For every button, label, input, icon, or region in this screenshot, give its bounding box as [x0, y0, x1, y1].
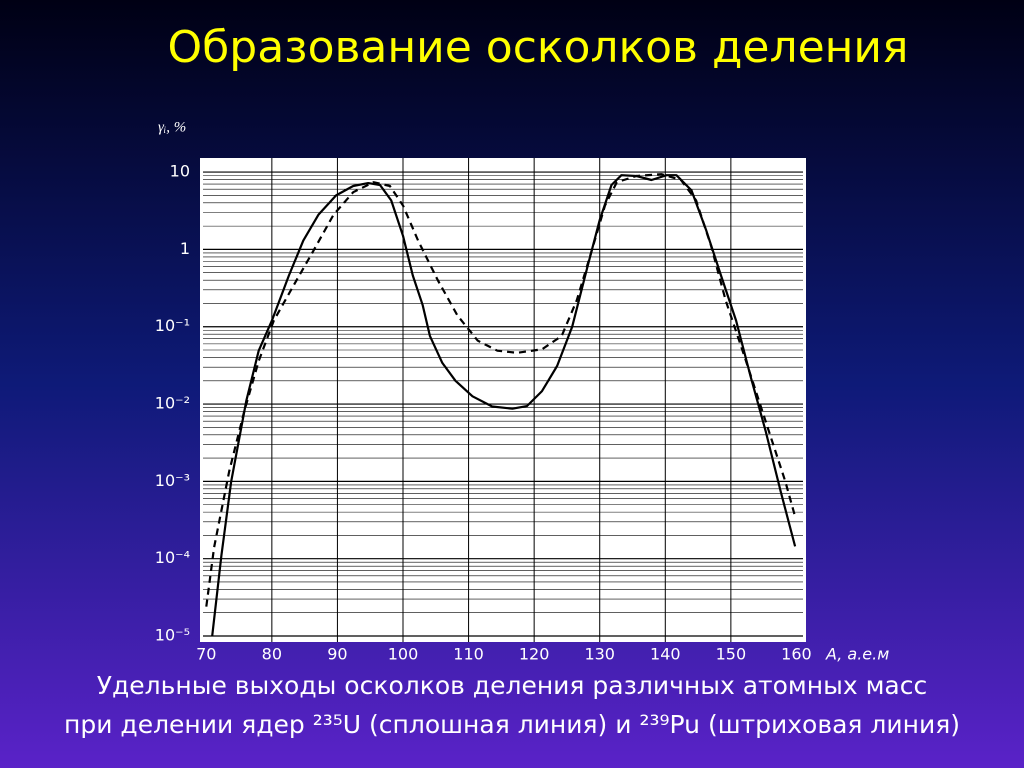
x-tick-label: 70: [196, 645, 216, 664]
x-tick-label: 80: [262, 645, 282, 664]
data-line: [211, 174, 797, 637]
caption: Удельные выходы осколков деления различн…: [97, 671, 928, 700]
x-tick-label: 110: [453, 645, 484, 664]
y-tick-label: 10⁻⁴: [155, 548, 190, 567]
y-tick-label: 1: [180, 239, 190, 258]
x-tick-label: 120: [519, 645, 550, 664]
x-axis-label: A, а.е.м: [825, 645, 889, 664]
x-tick-label: 100: [388, 645, 419, 664]
y-axis-label: γᵢ, %: [158, 119, 186, 135]
x-tick-label: 160: [781, 645, 812, 664]
plot-area: [200, 158, 806, 642]
y-tick-label: 10⁻²: [155, 394, 190, 413]
data-line: [205, 173, 797, 607]
y-tick-label: 10⁻³: [155, 471, 190, 490]
x-tick-label: 150: [716, 645, 747, 664]
y-tick-label: 10⁻⁵: [155, 626, 190, 645]
x-tick-label: 90: [327, 645, 347, 664]
x-tick-label: 140: [650, 645, 681, 664]
caption: при делении ядер ²³⁵U (сплошная линия) и…: [64, 710, 960, 739]
x-tick-label: 130: [584, 645, 615, 664]
chart-title: Образование осколков деления: [168, 22, 909, 73]
y-tick-label: 10: [170, 162, 190, 181]
y-tick-label: 10⁻¹: [155, 316, 190, 335]
